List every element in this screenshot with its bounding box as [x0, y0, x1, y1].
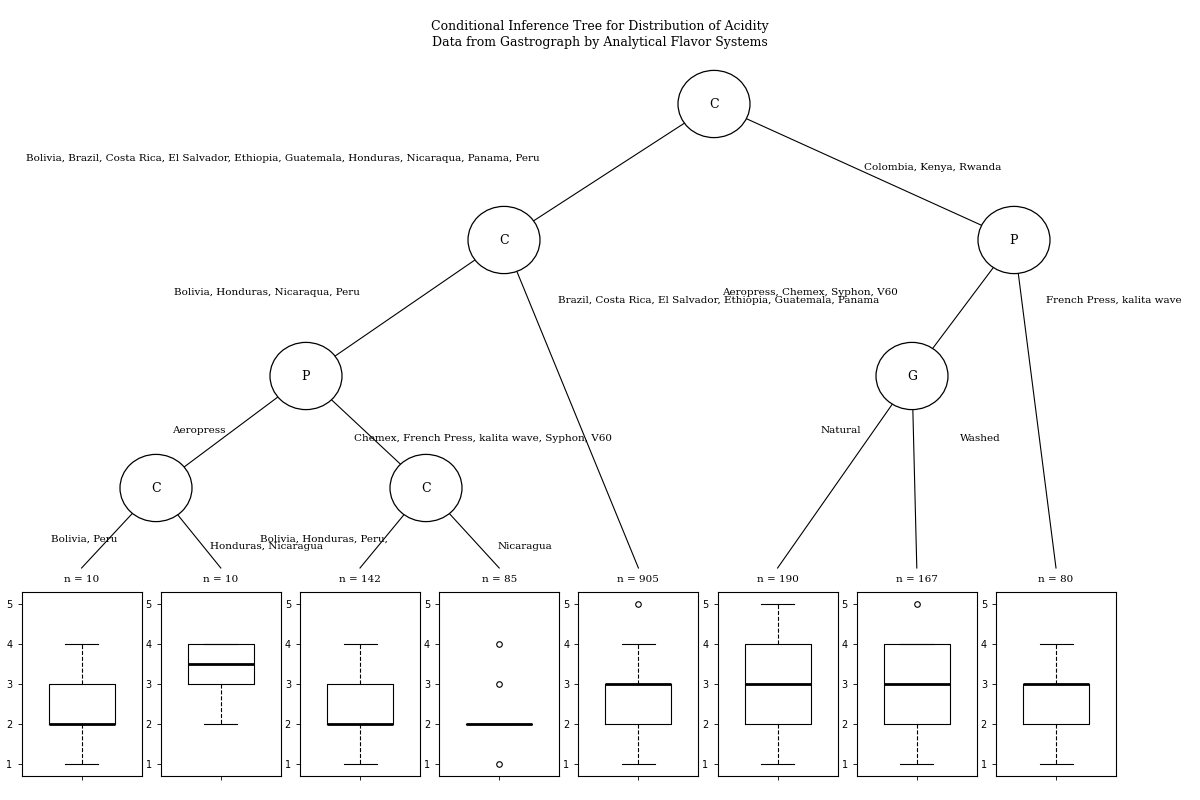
Ellipse shape: [678, 70, 750, 138]
Text: C: C: [499, 234, 509, 246]
Text: Bolivia, Honduras, Peru,: Bolivia, Honduras, Peru,: [259, 534, 388, 543]
Text: C: C: [709, 98, 719, 110]
Text: n = 85: n = 85: [481, 575, 517, 584]
Text: n = 190: n = 190: [757, 575, 798, 584]
Ellipse shape: [468, 206, 540, 274]
Text: Washed: Washed: [960, 434, 1001, 442]
Ellipse shape: [270, 342, 342, 410]
Text: Honduras, Nicaragua: Honduras, Nicaragua: [210, 542, 323, 551]
Text: Natural: Natural: [821, 426, 862, 434]
Ellipse shape: [390, 454, 462, 522]
Text: Chemex, French Press, kalita wave, Syphon, V60: Chemex, French Press, kalita wave, Sypho…: [354, 434, 612, 442]
Text: n = 10: n = 10: [64, 575, 100, 584]
Text: P: P: [301, 370, 311, 382]
Ellipse shape: [978, 206, 1050, 274]
Text: Conditional Inference Tree for Distribution of Acidity: Conditional Inference Tree for Distribut…: [431, 20, 769, 33]
Text: n = 10: n = 10: [203, 575, 239, 584]
Text: n = 142: n = 142: [340, 575, 380, 584]
Text: n = 80: n = 80: [1038, 575, 1074, 584]
Text: P: P: [1009, 234, 1019, 246]
Text: n = 905: n = 905: [618, 575, 659, 584]
Text: Data from Gastrograph by Analytical Flavor Systems: Data from Gastrograph by Analytical Flav…: [432, 36, 768, 49]
Ellipse shape: [876, 342, 948, 410]
Text: G: G: [907, 370, 917, 382]
Text: Nicaragua: Nicaragua: [498, 542, 553, 551]
Text: Bolivia, Peru: Bolivia, Peru: [52, 534, 118, 543]
Text: n = 167: n = 167: [896, 575, 937, 584]
Text: Bolivia, Honduras, Nicaraqua, Peru: Bolivia, Honduras, Nicaraqua, Peru: [174, 288, 360, 297]
Ellipse shape: [120, 454, 192, 522]
Text: Brazil, Costa Rica, El Salvador, Ethiopia, Guatemala, Panama: Brazil, Costa Rica, El Salvador, Ethiopi…: [558, 296, 880, 305]
Text: C: C: [151, 482, 161, 494]
Text: Aeropress: Aeropress: [172, 426, 226, 434]
Text: Colombia, Kenya, Rwanda: Colombia, Kenya, Rwanda: [864, 163, 1001, 172]
Text: Aeropress, Chemex, Syphon, V60: Aeropress, Chemex, Syphon, V60: [721, 288, 898, 297]
Text: C: C: [421, 482, 431, 494]
Text: French Press, kalita wave: French Press, kalita wave: [1046, 296, 1182, 305]
Text: Bolivia, Brazil, Costa Rica, El Salvador, Ethiopia, Guatemala, Honduras, Nicaraq: Bolivia, Brazil, Costa Rica, El Salvador…: [26, 154, 540, 162]
